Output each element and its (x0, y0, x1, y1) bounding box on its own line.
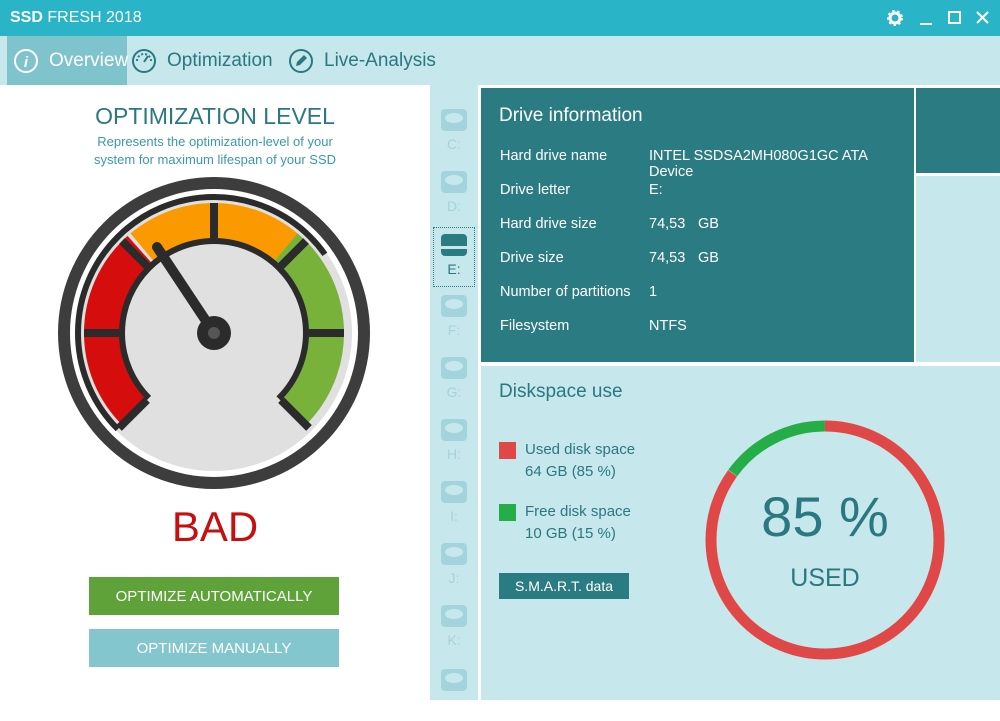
drive-item[interactable]: H: (433, 413, 475, 471)
drive-item[interactable] (433, 663, 475, 721)
drive-letter: J: (448, 570, 460, 586)
tab-label: Overview (49, 50, 129, 71)
tab-label: Optimization (167, 50, 273, 71)
app-window: SSD FRESH 2018 i Overview Optimization L… (0, 0, 1000, 700)
optimization-panel: OPTIMIZATION LEVEL Represents the optimi… (0, 85, 430, 700)
info-value: E: (649, 182, 663, 198)
drive-item[interactable]: F: (433, 289, 475, 347)
drive-letter: C: (447, 136, 461, 152)
info-label: Drive size (500, 250, 564, 266)
info-label: Drive letter (500, 182, 571, 198)
drive-item[interactable]: K: (433, 599, 475, 657)
app-title-rest: FRESH 2018 (47, 9, 142, 26)
info-value: NTFS (649, 318, 687, 334)
tab-optimization[interactable]: Optimization (125, 36, 273, 85)
legend-entry: Used disk space 64 GB (85 %) (525, 439, 635, 483)
drive-item[interactable]: C: (433, 103, 475, 161)
maximize-button[interactable] (948, 11, 961, 24)
legend-name: Free disk space (525, 503, 631, 520)
smart-data-button[interactable]: S.M.A.R.T. data (499, 573, 629, 599)
tab-label: Live-Analysis (324, 50, 436, 71)
info-label: Hard drive name (500, 148, 608, 164)
legend-entry: Free disk space 10 GB (15 %) (525, 501, 631, 545)
drive-letter: F: (447, 322, 461, 338)
drive-letter: H: (447, 446, 461, 462)
info-value: 74,53 (649, 250, 686, 266)
info-value: INTEL SSDSA2MH080G1GC ATA Device (649, 148, 868, 180)
status-text: BAD (171, 503, 259, 550)
close-button[interactable] (976, 11, 989, 24)
optimize-manual-button[interactable]: OPTIMIZE MANUALLY (89, 629, 339, 667)
info-label: Filesystem (500, 318, 570, 334)
panel-title: OPTIMIZATION LEVEL (95, 103, 335, 129)
drive-letter: D: (447, 198, 461, 214)
drive-list: C: D: E: F: G: H: I: J: K: (430, 85, 478, 700)
legend-detail: 64 GB (85 %) (525, 463, 616, 480)
settings-button[interactable] (887, 10, 903, 26)
svg-text:i: i (24, 54, 29, 71)
diskspace-panel: Diskspace use S.M.A.R.T. data 85 % USED … (481, 366, 1000, 700)
tile (916, 176, 1000, 362)
tab-bar: i Overview Optimization Live-Analysis (0, 36, 1000, 85)
drive-item[interactable]: E: (433, 227, 475, 287)
optimize-auto-button[interactable]: OPTIMIZE AUTOMATICALLY (89, 577, 339, 615)
drive-letter: K: (447, 632, 461, 648)
drive-item[interactable]: D: (433, 165, 475, 223)
info-label: Hard drive size (500, 216, 597, 232)
subtitle-line: Represents the optimization-level of you… (97, 134, 333, 149)
legend-name: Used disk space (525, 441, 636, 458)
donut: 85 % USED (705, 420, 945, 660)
info-value: 74,53 (649, 216, 686, 232)
app-title: SSD FRESH 2018 (10, 9, 142, 27)
drive-item[interactable]: I: (433, 475, 475, 533)
legend-swatch (499, 504, 516, 521)
drive-letter: G: (446, 384, 462, 400)
info-value: 1 (649, 284, 658, 300)
gauge (58, 177, 370, 489)
drive-item[interactable]: J: (433, 537, 475, 595)
tab-live-analysis[interactable]: Live-Analysis (282, 36, 436, 85)
panel-subtitle: Represents the optimization-level of you… (0, 133, 430, 169)
tab-overview[interactable]: i Overview (7, 36, 129, 85)
app-title-bold: SSD (10, 9, 43, 26)
drive-item[interactable]: G: (433, 351, 475, 409)
info-value: GB (698, 250, 719, 266)
tile (916, 88, 1000, 173)
title-bar: SSD FRESH 2018 (0, 0, 1000, 36)
section-title: Drive information (499, 105, 643, 126)
subtitle-line: system for maximum lifespan of your SSD (93, 152, 337, 167)
drive-letter: I: (450, 508, 458, 524)
legend-detail: 10 GB (15 %) (525, 525, 616, 542)
info-value: GB (698, 216, 719, 232)
drive-information: Drive information Hard drive name INTEL S… (481, 88, 914, 362)
info-label: Number of partitions (500, 284, 631, 300)
donut-label: USED (790, 564, 859, 592)
window-controls[interactable] (880, 8, 1000, 28)
legend-swatch (499, 442, 516, 459)
drive-letter: E: (447, 261, 461, 277)
donut-value: 85 % (761, 485, 889, 548)
section-title: Diskspace use (499, 381, 623, 402)
